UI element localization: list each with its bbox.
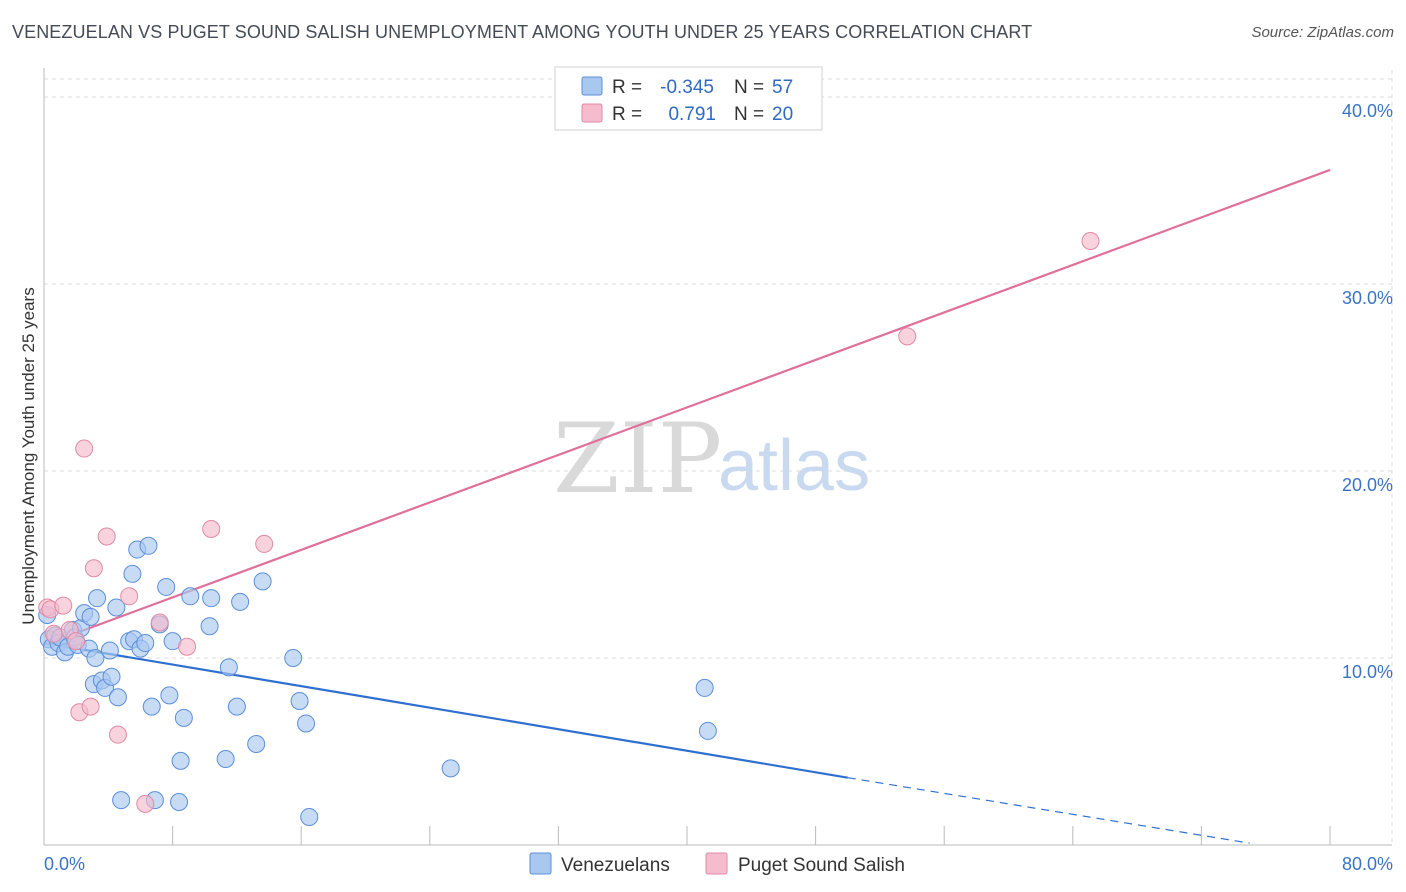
series-legend-venezuelans: Venezuelans (561, 855, 670, 876)
point-venezuelans-26 (123, 564, 142, 583)
legend-swatch-venezuelans (581, 76, 603, 96)
legend-n-value-1: 57 (772, 77, 793, 98)
series-legend-swatch-puget (705, 852, 728, 875)
point-puget-10 (97, 527, 116, 546)
point-venezuelans-30 (136, 634, 155, 653)
trend-line-venezuelans (43, 641, 848, 779)
watermark-atlas: atlas (718, 426, 870, 506)
series-legend: Venezuelans Puget Sound Salish (529, 852, 905, 876)
y-tick-label-3: 40.0% (1342, 101, 1393, 121)
scatter-points (38, 231, 1100, 826)
point-puget-16 (202, 519, 221, 538)
gridlines (44, 70, 1393, 845)
point-venezuelans-15 (86, 649, 105, 667)
x-tick-label-1: 80.0% (1342, 854, 1393, 874)
series-legend-swatch-venezuelans (529, 852, 552, 875)
legend-n-value-2: 20 (772, 104, 793, 125)
point-venezuelans-44 (216, 749, 235, 768)
point-venezuelans-51 (290, 692, 309, 711)
point-venezuelans-24 (112, 791, 131, 810)
y-axis-label: Unemployment Among Youth under 25 years (19, 287, 38, 624)
legend-swatch-puget (581, 103, 603, 123)
point-venezuelans-20 (100, 641, 119, 660)
stats-legend: R = -0.345 N = 57 R = 0.791 N = 20 (554, 66, 823, 131)
point-venezuelans-32 (142, 697, 161, 716)
point-venezuelans-40 (174, 708, 193, 727)
trend-line-venezuelans-extension (847, 777, 1250, 844)
point-venezuelans-50 (284, 649, 303, 667)
point-venezuelans-48 (247, 735, 266, 754)
point-venezuelans-47 (231, 592, 250, 611)
legend-n-label-2: N = (734, 104, 764, 125)
point-venezuelans-56 (698, 721, 717, 740)
point-puget-17 (255, 534, 274, 553)
legend-n-label-1: N = (734, 77, 764, 98)
point-venezuelans-31 (139, 536, 158, 555)
watermark: ZIP atlas (553, 403, 870, 515)
point-puget-13 (136, 794, 155, 813)
point-puget-14 (150, 613, 169, 632)
legend-r-value-1: -0.345 (660, 77, 714, 98)
legend-r-label-2: R = (612, 104, 642, 125)
point-venezuelans-23 (108, 688, 127, 707)
x-tick-label-0: 0.0% (44, 854, 85, 874)
point-venezuelans-52 (297, 714, 316, 733)
point-venezuelans-39 (171, 751, 190, 770)
point-puget-8 (81, 697, 100, 716)
point-venezuelans-43 (202, 589, 221, 608)
point-puget-3 (54, 596, 73, 615)
y-tick-labels: 10.0% 20.0% 30.0% 40.0% (1342, 101, 1393, 682)
y-tick-label-1: 20.0% (1342, 475, 1393, 495)
source-label: Source: ZipAtlas.com (1251, 24, 1394, 41)
point-venezuelans-45 (219, 658, 238, 677)
point-puget-2 (44, 624, 63, 643)
point-puget-7 (75, 439, 94, 458)
x-tick-labels: 0.0% 80.0% (44, 854, 1393, 874)
legend-r-label-1: R = (612, 77, 642, 98)
trend-lines (43, 168, 1331, 844)
point-venezuelans-35 (157, 577, 176, 596)
point-venezuelans-54 (441, 759, 460, 778)
chart-title: VENEZUELAN VS PUGET SOUND SALISH UNEMPLO… (12, 22, 1033, 42)
point-venezuelans-46 (227, 697, 246, 716)
trend-line-puget (43, 168, 1331, 646)
y-tick-label-2: 30.0% (1342, 288, 1393, 308)
y-tick-label-0: 10.0% (1342, 662, 1393, 682)
point-venezuelans-13 (81, 607, 100, 626)
point-puget-5 (67, 632, 86, 651)
point-venezuelans-42 (200, 617, 219, 636)
legend-r-value-2: 0.791 (668, 104, 716, 125)
point-venezuelans-38 (170, 792, 189, 811)
point-puget-9 (84, 559, 103, 578)
point-venezuelans-53 (300, 807, 319, 826)
watermark-zip: ZIP (553, 403, 722, 515)
point-venezuelans-55 (695, 678, 714, 697)
point-venezuelans-41 (181, 587, 200, 606)
point-puget-19 (1081, 231, 1100, 250)
point-venezuelans-36 (160, 686, 179, 705)
point-venezuelans-21 (102, 667, 121, 686)
point-puget-11 (108, 725, 127, 744)
axes (43, 68, 1392, 846)
point-puget-12 (120, 587, 139, 606)
point-puget-18 (898, 327, 917, 346)
point-venezuelans-49 (253, 572, 272, 591)
point-venezuelans-22 (107, 598, 126, 617)
series-legend-puget: Puget Sound Salish (738, 855, 905, 876)
point-puget-15 (178, 637, 197, 656)
point-venezuelans-17 (88, 589, 107, 608)
